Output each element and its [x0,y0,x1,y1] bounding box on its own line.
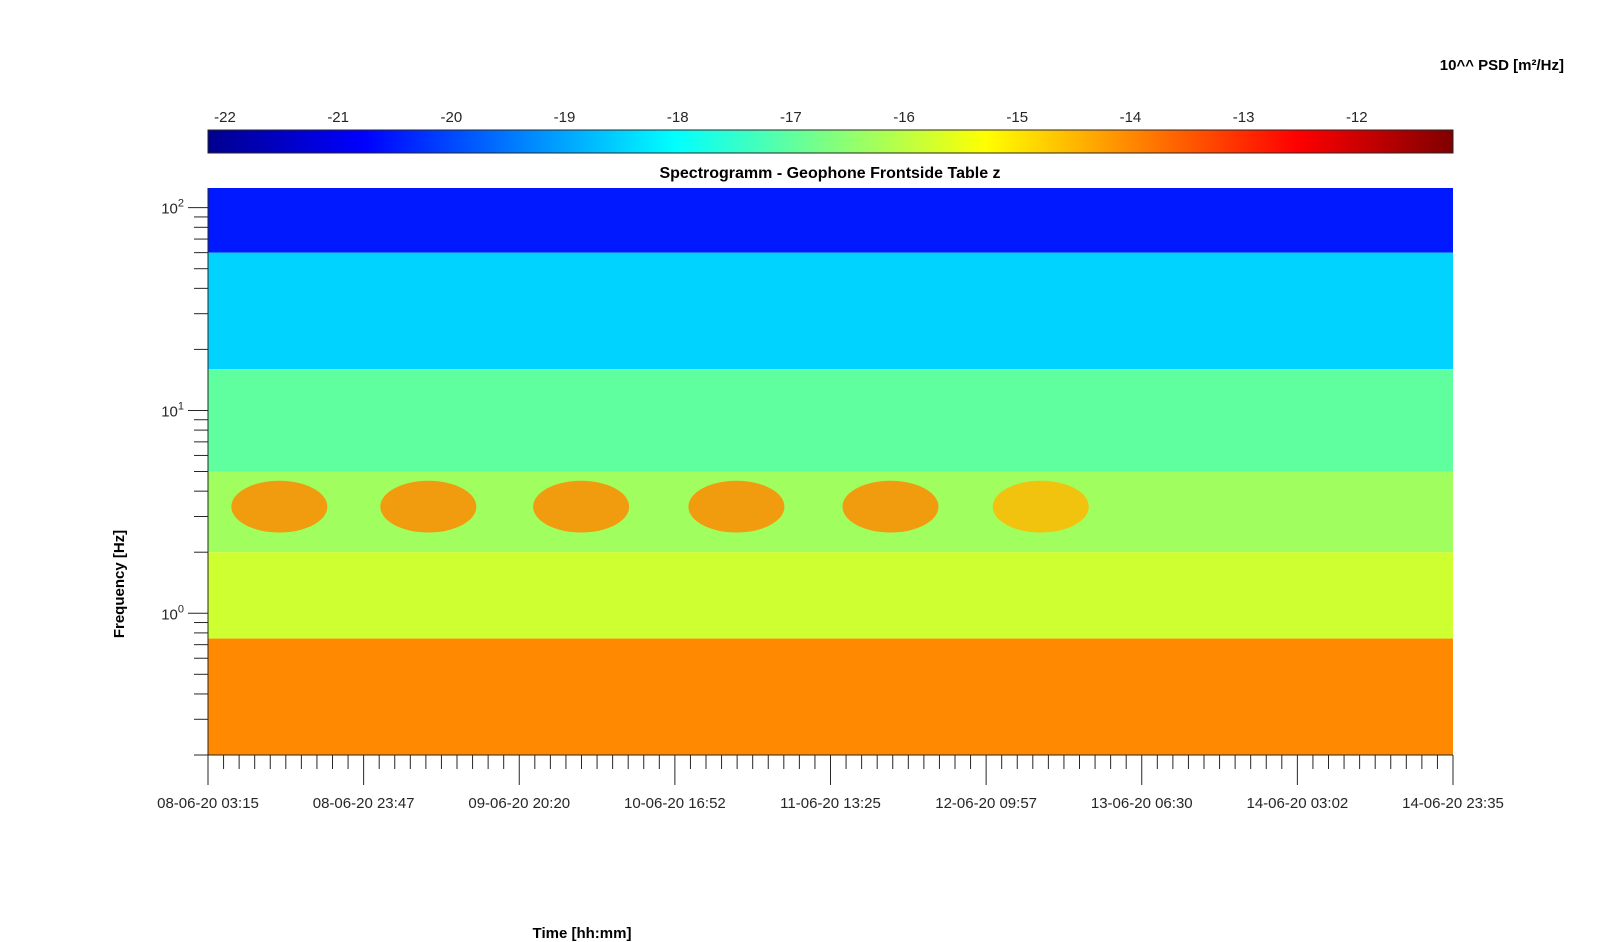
x-tick-label: 13-06-20 06:30 [1091,795,1193,812]
colorbar-tick-label: -19 [554,109,576,126]
colorbar-title: 10^^ PSD [m²/Hz] [1440,57,1564,74]
y-tick-label: 102 [161,198,184,218]
colorbar-tick-label: -13 [1233,109,1255,126]
colorbar-tick-label: -20 [440,109,462,126]
colorbar-ticks: -22 -21 -20 -19 -18 -17 -16 -15 -14 -13 -12 [214,109,1368,134]
daily-burst [380,480,477,533]
x-tick-label: 10-06-20 16:52 [624,795,726,812]
x-tick-label: 08-06-20 03:15 [157,795,259,812]
frequency-band [208,188,1453,253]
x-tick-label: 14-06-20 03:02 [1247,795,1349,812]
colorbar-tick-label: -15 [1006,109,1028,126]
daily-burst [842,480,939,533]
colorbar-tick-label: -14 [1120,109,1142,126]
chart-title: Spectrogramm - Geophone Frontside Table … [659,165,1000,182]
x-tick-label: 11-06-20 13:25 [780,795,881,812]
daily-burst [533,480,630,533]
spectrogram-image [208,188,1453,755]
y-axis-label: Frequency [Hz] [111,530,128,638]
daily-burst [688,480,785,533]
frequency-band [208,369,1453,472]
colorbar-tick-label: -12 [1346,109,1368,126]
x-tick-label: 08-06-20 23:47 [313,795,415,812]
colorbar-tick-label: -18 [667,109,689,126]
y-tick-label: 100 [161,603,184,623]
x-axis-ticks: 08-06-20 03:15 08-06-20 23:47 09-06-20 20:… [157,755,1504,812]
daily-burst [231,480,328,533]
frequency-band [208,252,1453,370]
frequency-band [208,552,1453,639]
colorbar-tick-label: -21 [327,109,349,126]
x-tick-label: 09-06-20 20:20 [468,795,570,812]
y-tick-label: 101 [161,400,184,420]
daily-burst [992,480,1089,533]
colorbar-tick-label: -17 [780,109,802,126]
colorbar [207,129,1454,154]
x-tick-label: 12-06-20 09:57 [935,795,1037,812]
y-axis-ticks: 102 101 100 [161,198,208,756]
x-tick-label: 14-06-20 23:35 [1402,795,1504,812]
colorbar-tick-label: -22 [214,109,236,126]
frequency-band [208,638,1453,755]
x-axis-label: Time [hh:mm] [533,925,632,942]
colorbar-tick-label: -16 [893,109,915,126]
